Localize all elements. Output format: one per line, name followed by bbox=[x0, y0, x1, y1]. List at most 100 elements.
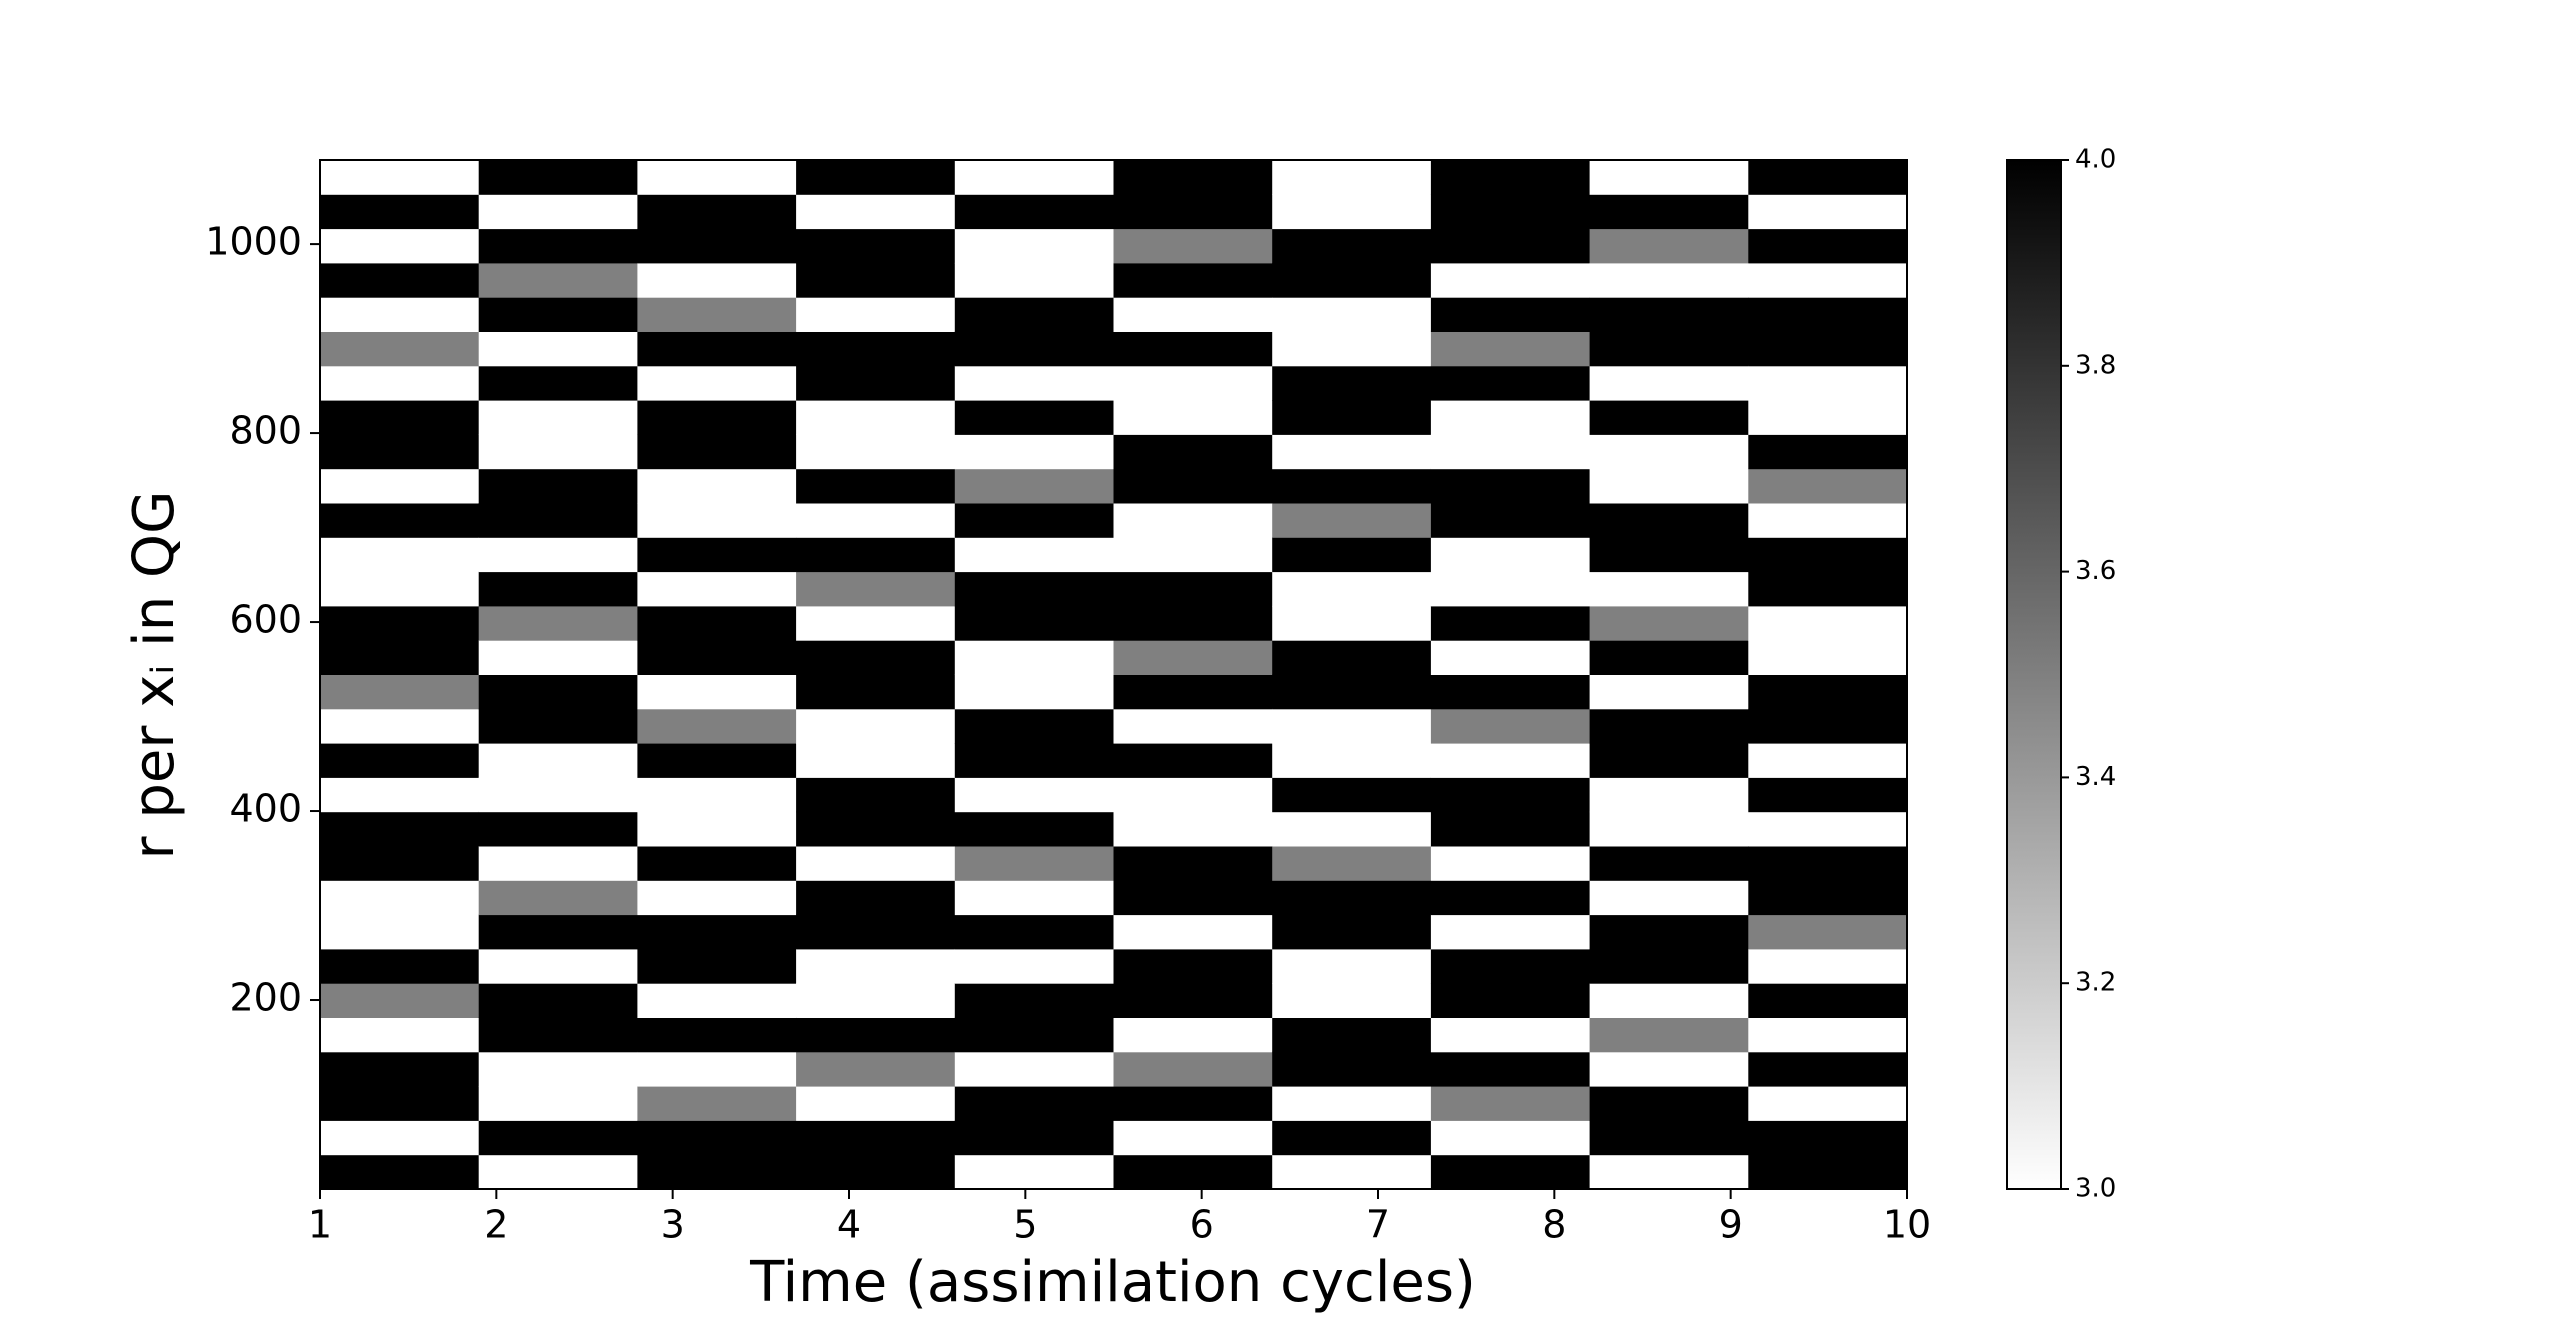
heatmap-cell bbox=[1272, 1086, 1432, 1121]
heatmap-cell bbox=[954, 1120, 1114, 1156]
heatmap-cell bbox=[320, 605, 480, 641]
heatmap-cell bbox=[1430, 708, 1591, 744]
heatmap-cell bbox=[1430, 537, 1591, 573]
heatmap-cell bbox=[1272, 1017, 1432, 1053]
heatmap-cell bbox=[637, 228, 797, 264]
heatmap-cell bbox=[954, 674, 1114, 710]
heatmap-cell bbox=[796, 1154, 956, 1190]
x-tick-label: 1 bbox=[308, 1203, 332, 1247]
heatmap-cell bbox=[1748, 846, 1908, 881]
heatmap-cell bbox=[320, 743, 480, 778]
heatmap-cell bbox=[1113, 468, 1273, 504]
heatmap-cell bbox=[954, 1154, 1114, 1190]
heatmap-cell bbox=[1430, 194, 1591, 230]
colorbar-tick-label: 3.4 bbox=[2075, 762, 2116, 792]
heatmap-cell bbox=[478, 948, 638, 984]
x-tick-label: 4 bbox=[837, 1203, 861, 1247]
heatmap-cell bbox=[637, 262, 797, 298]
heatmap-cell bbox=[1113, 914, 1273, 950]
heatmap-cell bbox=[954, 708, 1114, 744]
heatmap-cell bbox=[1430, 160, 1591, 195]
heatmap-cell bbox=[1430, 228, 1591, 264]
heatmap-cell bbox=[1113, 811, 1273, 847]
heatmap-cell bbox=[796, 571, 956, 607]
heatmap-cell bbox=[637, 880, 797, 916]
heatmap-cell bbox=[1430, 846, 1591, 881]
heatmap-cell bbox=[478, 297, 638, 332]
heatmap-cell bbox=[954, 1086, 1114, 1121]
heatmap-cell bbox=[954, 743, 1114, 778]
heatmap-cell bbox=[954, 297, 1114, 332]
heatmap-cell bbox=[478, 1154, 638, 1190]
heatmap-cell bbox=[637, 194, 797, 230]
heatmap-cell bbox=[954, 846, 1114, 881]
heatmap-cell bbox=[478, 1120, 638, 1156]
x-axis-label: Time (assimilation cycles) bbox=[749, 1250, 1476, 1315]
heatmap-cell bbox=[954, 468, 1114, 504]
heatmap-cell bbox=[637, 1120, 797, 1156]
heatmap-cell bbox=[1113, 1120, 1273, 1156]
heatmap-cell bbox=[796, 434, 956, 470]
heatmap-cell bbox=[320, 846, 480, 881]
heatmap-cell bbox=[796, 983, 956, 1018]
heatmap-cell bbox=[1272, 262, 1432, 298]
heatmap-cell bbox=[478, 846, 638, 881]
heatmap-cell bbox=[478, 811, 638, 847]
heatmap-cell bbox=[1589, 880, 1749, 916]
heatmap-cell bbox=[1748, 434, 1908, 470]
heatmap-cell bbox=[478, 1086, 638, 1121]
heatmap-cell bbox=[637, 434, 797, 470]
heatmap-cell bbox=[478, 194, 638, 230]
heatmap-cell bbox=[1272, 743, 1432, 778]
heatmap-cell bbox=[1589, 777, 1749, 813]
heatmap-cell bbox=[1272, 1154, 1432, 1190]
heatmap-cell bbox=[320, 983, 480, 1018]
heatmap-cell bbox=[1272, 880, 1432, 916]
heatmap-cell bbox=[954, 640, 1114, 675]
y-tick-label: 400 bbox=[229, 787, 302, 831]
heatmap-cell bbox=[954, 537, 1114, 573]
x-tick-label: 8 bbox=[1542, 1203, 1566, 1247]
heatmap-cell bbox=[1589, 468, 1749, 504]
heatmap-cell bbox=[1272, 777, 1432, 813]
heatmap-cell bbox=[1748, 674, 1908, 710]
heatmap-cell bbox=[954, 948, 1114, 984]
heatmap-cell bbox=[796, 948, 956, 984]
heatmap-cell bbox=[1113, 1051, 1273, 1087]
heatmap-cell bbox=[954, 331, 1114, 367]
heatmap-cell bbox=[1748, 160, 1908, 195]
x-tick-label: 3 bbox=[661, 1203, 685, 1247]
heatmap-cell bbox=[1430, 434, 1591, 470]
heatmap-cell bbox=[1748, 297, 1908, 332]
heatmap-cell bbox=[478, 503, 638, 538]
heatmap-cell bbox=[637, 1051, 797, 1087]
heatmap-cell bbox=[1272, 571, 1432, 607]
heatmap-cell bbox=[320, 1086, 480, 1121]
heatmap-cell bbox=[320, 400, 480, 435]
heatmap-cell bbox=[1748, 1051, 1908, 1087]
heatmap-cell bbox=[637, 948, 797, 984]
heatmap-cell bbox=[1272, 331, 1432, 367]
heatmap-cell bbox=[320, 1017, 480, 1053]
heatmap-cell bbox=[796, 846, 956, 881]
heatmap-cell bbox=[637, 1017, 797, 1053]
heatmap-cell bbox=[637, 708, 797, 744]
heatmap-cell bbox=[1430, 914, 1591, 950]
heatmap-cell bbox=[1272, 297, 1432, 332]
plot-frame bbox=[319, 159, 1908, 1190]
heatmap-cell bbox=[1113, 743, 1273, 778]
heatmap-cell bbox=[796, 914, 956, 950]
heatmap-cell bbox=[320, 160, 480, 195]
heatmap-cell bbox=[1113, 503, 1273, 538]
heatmap-cell bbox=[1272, 983, 1432, 1018]
heatmap-cell bbox=[637, 365, 797, 401]
heatmap-cell bbox=[796, 605, 956, 641]
heatmap-cell bbox=[796, 674, 956, 710]
heatmap-cell bbox=[796, 365, 956, 401]
heatmap-cell bbox=[1589, 948, 1749, 984]
heatmap-cell bbox=[796, 743, 956, 778]
heatmap-cell bbox=[1430, 948, 1591, 984]
heatmap-cell bbox=[1113, 948, 1273, 984]
heatmap-cell bbox=[1113, 674, 1273, 710]
